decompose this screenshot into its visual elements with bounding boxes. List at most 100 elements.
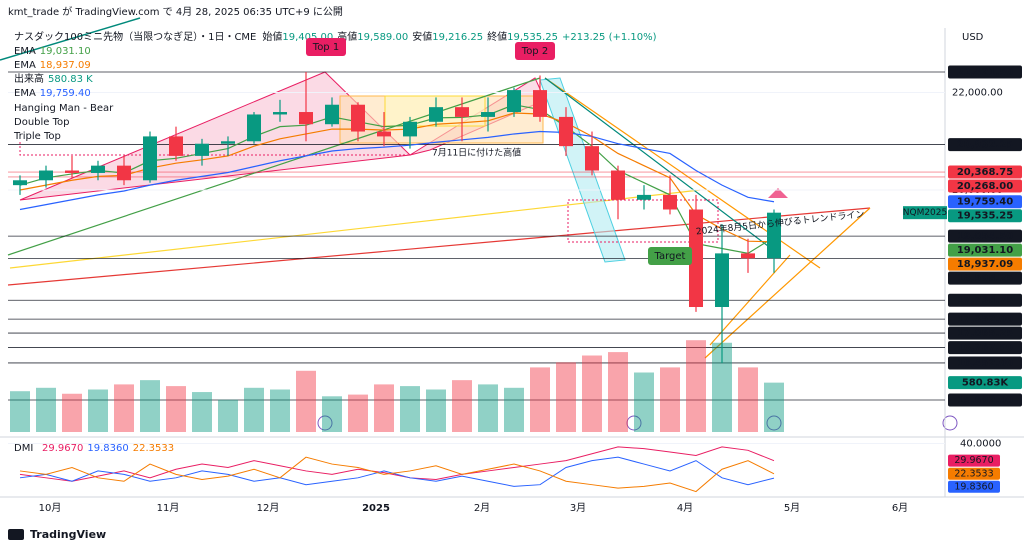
trend-line bbox=[7, 207, 871, 286]
symbol-tag-box bbox=[903, 206, 947, 220]
x-tick-label: 11月 bbox=[157, 502, 180, 514]
candle-body bbox=[325, 104, 339, 125]
indicator-legend: EMA 18,937.09 bbox=[14, 60, 91, 71]
event-icon bbox=[766, 415, 782, 431]
volume-bar bbox=[166, 386, 186, 432]
x-tick-label: 10月 bbox=[39, 502, 62, 514]
volume-bar bbox=[556, 362, 576, 432]
legend-line: ナスダック100ミニ先物（当限つなぎ足）・1日・CME 始値19,405.00 高値… bbox=[14, 30, 657, 43]
publisher: kmt_trade が TradingView.com で 4月 28, 202… bbox=[8, 5, 343, 18]
volume-bar bbox=[192, 392, 212, 432]
volume-bar bbox=[62, 393, 82, 432]
indicator-name: EMA bbox=[14, 46, 36, 57]
price-label: 17,352.00 bbox=[957, 314, 1013, 325]
price-label-box bbox=[948, 293, 1022, 307]
volume-bar bbox=[530, 367, 550, 432]
candle-body bbox=[507, 90, 521, 113]
high: 19,589.00 bbox=[357, 32, 408, 43]
candle-body bbox=[39, 170, 53, 181]
price-label: 20,268.00 bbox=[957, 181, 1013, 192]
candle-body bbox=[585, 146, 599, 171]
trend-line bbox=[0, 17, 141, 61]
event-icon bbox=[317, 415, 333, 431]
volume-bar bbox=[374, 384, 394, 432]
candle-body bbox=[351, 104, 365, 132]
pattern-name: Hanging Man - Bear bbox=[14, 103, 114, 114]
candle-body bbox=[481, 112, 495, 117]
indicator-name: EMA bbox=[14, 60, 36, 71]
dmi-title: DMI bbox=[14, 443, 33, 454]
dmi-legend-value: 19.8360 bbox=[87, 443, 128, 454]
volume-label: 580.83K bbox=[962, 378, 1010, 389]
price-label-box bbox=[948, 312, 1022, 326]
candle-body bbox=[221, 141, 235, 144]
indicator-legend: EMA 19,031.10 bbox=[14, 46, 91, 57]
y-tick-label: 22,000.00 bbox=[952, 88, 1003, 99]
indicator-value: 580.83 K bbox=[48, 74, 93, 85]
volume-bar bbox=[400, 386, 420, 432]
symbol: ナスダック100ミニ先物（当限つなぎ足）・1日・CME bbox=[14, 30, 256, 43]
price-label-box bbox=[948, 393, 1022, 407]
volume-bar bbox=[686, 340, 706, 432]
price-label: 18,937.09 bbox=[957, 259, 1013, 270]
candle-body bbox=[143, 136, 157, 181]
volume-bar bbox=[426, 389, 446, 432]
candle-body bbox=[65, 170, 79, 173]
volume-bar bbox=[270, 389, 290, 432]
volume-bar bbox=[322, 396, 342, 432]
target-label-box bbox=[648, 247, 692, 265]
candle-body bbox=[689, 209, 703, 308]
candle-body bbox=[611, 170, 625, 200]
price-label: 15,692.00 bbox=[957, 395, 1013, 406]
price-label: 19,759.40 bbox=[957, 197, 1013, 208]
indicator-value: 19,031.10 bbox=[40, 46, 91, 57]
volume-bar bbox=[88, 389, 108, 432]
candle-body bbox=[195, 143, 209, 156]
symbol-tag: NQM2025 bbox=[903, 208, 948, 218]
footer-brand: TradingView bbox=[30, 528, 106, 541]
price-label-box bbox=[948, 195, 1022, 209]
price-label: 18,598.25 bbox=[957, 273, 1013, 284]
candle-body bbox=[637, 194, 651, 200]
trend-line bbox=[7, 77, 541, 256]
x-tick-label: 6月 bbox=[892, 502, 908, 514]
volume-bar bbox=[114, 384, 134, 432]
dmi-line bbox=[19, 456, 775, 487]
candle-body bbox=[455, 107, 469, 117]
x-tick-label: 2025 bbox=[362, 503, 390, 514]
volume-bar bbox=[478, 384, 498, 432]
price-label: 19,031.10 bbox=[957, 245, 1013, 256]
volume-bar bbox=[634, 372, 654, 432]
price-label-box bbox=[948, 65, 1022, 79]
dotted-line bbox=[19, 142, 410, 156]
top2-label-box bbox=[515, 42, 555, 60]
note: 7月11日に付けた高値 bbox=[432, 147, 521, 159]
volume-bar bbox=[764, 382, 784, 432]
volume-label-box bbox=[948, 376, 1022, 390]
candle-body bbox=[247, 114, 261, 142]
dmi-legend-value: 22.3533 bbox=[133, 443, 174, 454]
dmi-label: 22.3533 bbox=[954, 468, 993, 479]
price-label-box bbox=[948, 326, 1022, 340]
volume-bar bbox=[660, 367, 680, 432]
x-tick-label: 12月 bbox=[257, 502, 280, 514]
volume-bar bbox=[296, 370, 316, 432]
volume-bar bbox=[244, 387, 264, 432]
trend-line bbox=[544, 77, 781, 256]
volume-bar bbox=[504, 387, 524, 432]
candle-body bbox=[273, 112, 287, 115]
candle-body bbox=[377, 131, 391, 137]
open: 19,405.00 bbox=[282, 32, 333, 43]
candle-body bbox=[169, 136, 183, 156]
x-tick-label: 4月 bbox=[677, 502, 693, 514]
candle-body bbox=[715, 253, 729, 308]
price-label-box bbox=[948, 138, 1022, 152]
logo bbox=[8, 529, 24, 540]
price-label-box bbox=[948, 356, 1022, 370]
change: +213.25 (+1.10%) bbox=[562, 32, 657, 43]
low: 19,216.25 bbox=[432, 32, 483, 43]
event-icon bbox=[626, 415, 642, 431]
dmi-label-box bbox=[948, 467, 1000, 480]
